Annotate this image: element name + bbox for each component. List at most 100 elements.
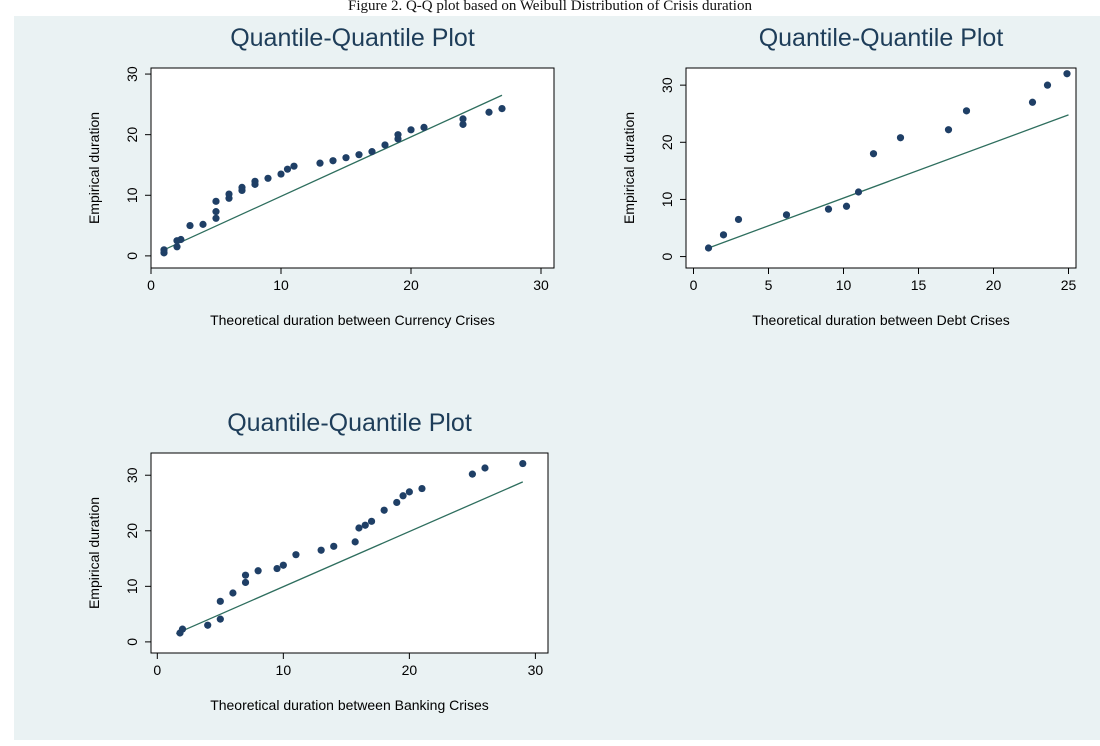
chart-title: Quantile-Quantile Plot	[759, 24, 1004, 52]
x-axis-label: Theoretical duration between Debt Crises	[752, 312, 1010, 328]
x-tick-label: 20	[986, 277, 1002, 293]
x-axis-label: Theoretical duration between Banking Cri…	[210, 697, 489, 713]
y-tick-label: 20	[659, 134, 675, 150]
data-point	[216, 615, 224, 623]
data-point	[854, 188, 863, 196]
y-tick-label: 20	[124, 127, 140, 143]
qq-panel-currency: Quantile-Quantile Plot 0 10 20 30 0 10 20 30 Theo…	[69, 16, 589, 361]
x-tick-label: 0	[147, 277, 155, 293]
data-point	[178, 625, 187, 633]
data-point	[355, 151, 363, 159]
data-point	[160, 246, 168, 254]
data-point	[361, 521, 369, 529]
data-point	[393, 498, 401, 507]
x-tick-label: 20	[402, 662, 418, 678]
x-tick-label: 10	[836, 277, 852, 293]
reference-line	[163, 94, 503, 251]
data-point	[399, 492, 407, 500]
data-point	[264, 174, 272, 182]
y-tick-label: 0	[124, 252, 140, 260]
data-point	[394, 131, 402, 139]
y-tick-label: 10	[124, 578, 140, 594]
x-tick-label: 10	[273, 277, 289, 293]
data-point	[290, 162, 298, 170]
x-tick-label: 10	[276, 662, 292, 678]
x-tick-label: 20	[403, 277, 419, 293]
data-point	[896, 134, 905, 142]
data-point	[824, 205, 833, 213]
qq-panel-banking: Quantile-Quantile Plot 0 10 20 30 0 10 20 30 Theo…	[69, 401, 589, 746]
qq-panel-debt: Quantile-Quantile Plot 0 10 20 30 0 5 10 15 20 25 T…	[604, 16, 1100, 361]
data-point	[1043, 81, 1052, 89]
data-point	[420, 123, 428, 131]
data-point	[368, 148, 376, 156]
data-point	[944, 126, 953, 134]
data-point	[342, 154, 350, 162]
data-point	[283, 165, 292, 173]
data-point	[292, 551, 300, 559]
chart-title: Quantile-Quantile Plot	[227, 409, 472, 437]
data-point	[405, 488, 413, 496]
y-tick-label: 10	[659, 191, 675, 207]
plot-area	[685, 67, 1077, 269]
data-point	[1028, 98, 1037, 106]
x-axis-label: Theoretical duration between Currency Cr…	[210, 312, 495, 328]
y-tick-label: 0	[124, 638, 140, 646]
x-tick-label: 25	[1061, 277, 1077, 293]
data-point	[329, 157, 337, 165]
data-point	[212, 214, 220, 222]
data-point	[317, 546, 325, 554]
data-point	[962, 107, 971, 115]
data-point	[869, 150, 878, 158]
figure-caption: Figure 2. Q-Q plot based on Weibull Dist…	[348, 0, 752, 14]
data-point	[407, 126, 415, 134]
plot-area	[150, 452, 549, 654]
data-point	[204, 621, 212, 629]
data-point	[277, 170, 285, 178]
x-tick-label: 0	[153, 662, 161, 678]
data-point	[459, 120, 467, 128]
data-point	[1063, 70, 1071, 78]
data-point	[381, 141, 389, 149]
data-point	[485, 108, 493, 116]
data-point	[719, 231, 728, 239]
data-point	[241, 571, 250, 579]
data-point	[279, 561, 287, 569]
data-point	[238, 183, 246, 191]
data-point	[173, 243, 181, 251]
data-point	[330, 542, 338, 550]
data-point	[782, 211, 791, 219]
x-tick-label: 15	[911, 277, 927, 293]
data-point	[734, 215, 743, 224]
data-point	[367, 517, 376, 525]
figure-canvas: Quantile-Quantile Plot 0 10 20 30 0 10 20 30 Theo…	[14, 16, 1100, 740]
data-point	[199, 220, 207, 228]
y-axis-label: Empirical duration	[621, 112, 637, 224]
y-tick-label: 20	[124, 523, 140, 539]
qq-plot-svg: Quantile-Quantile Plot 0 10 20 30 0 5 10 15 20 25 T…	[621, 24, 1077, 328]
y-axis-label: Empirical duration	[86, 112, 102, 224]
y-tick-label: 30	[124, 467, 140, 483]
data-point	[355, 524, 363, 532]
data-point	[459, 115, 467, 123]
x-tick-label: 30	[533, 277, 549, 293]
data-point	[241, 578, 250, 587]
data-point	[229, 589, 237, 597]
x-tick-label: 0	[690, 277, 698, 293]
qq-plot-svg: Quantile-Quantile Plot 0 10 20 30 0 10 20 30 Theo…	[86, 409, 549, 713]
data-point	[212, 197, 220, 205]
data-point	[842, 202, 851, 210]
data-point	[468, 470, 476, 478]
data-point	[186, 221, 194, 230]
data-point	[212, 208, 220, 216]
y-tick-label: 30	[659, 77, 675, 93]
y-tick-label: 0	[659, 252, 675, 260]
data-point	[351, 538, 359, 546]
y-tick-label: 10	[124, 187, 140, 203]
data-point	[225, 190, 233, 198]
x-tick-label: 30	[528, 662, 544, 678]
y-tick-label: 30	[124, 66, 140, 82]
data-point	[254, 567, 262, 575]
data-point	[519, 459, 527, 468]
data-point	[316, 159, 324, 167]
